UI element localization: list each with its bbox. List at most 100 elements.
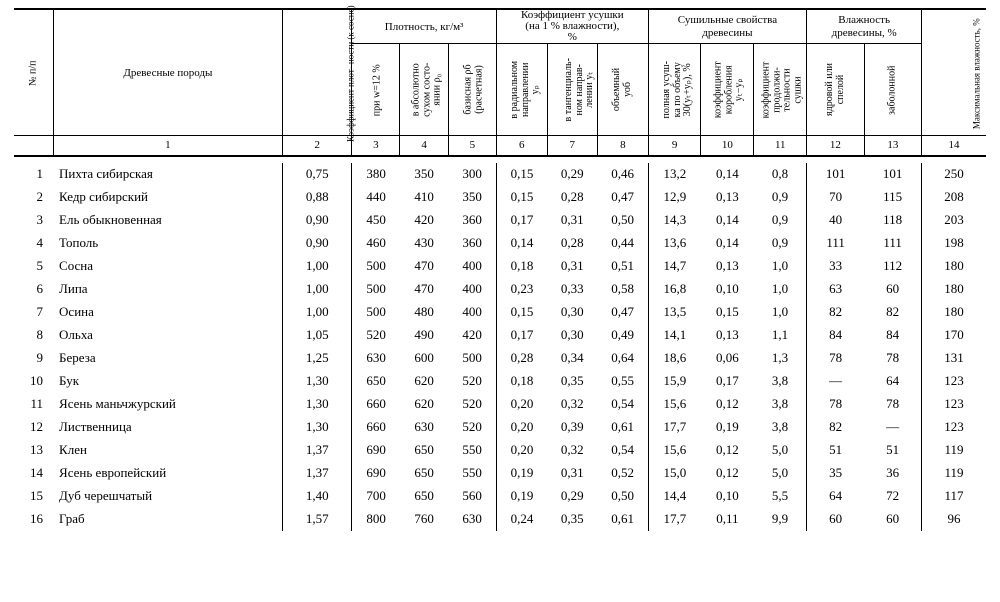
cell: 198 <box>922 232 986 255</box>
cell: 117 <box>922 485 986 508</box>
table-row: 8Ольха1,055204904200,170,300,4914,10,131… <box>14 324 986 347</box>
cell: 520 <box>448 416 496 439</box>
cell: 15,9 <box>648 370 701 393</box>
cell: 410 <box>400 186 448 209</box>
cell: 0,46 <box>598 163 649 186</box>
cell: 630 <box>400 416 448 439</box>
cell: 0,15 <box>496 163 547 186</box>
cell: 0,31 <box>547 255 598 278</box>
cell: 0,11 <box>701 508 754 531</box>
subhead-c4: в абсолютно сухом состо- янии ρ₀ <box>412 62 444 116</box>
cell: 60 <box>807 508 864 531</box>
cell: 203 <box>922 209 986 232</box>
table-row: 12Лиственница1,306606305200,200,390,6117… <box>14 416 986 439</box>
wood-species-name: Тополь <box>53 232 283 255</box>
cell: 72 <box>864 485 921 508</box>
cell: 13,6 <box>648 232 701 255</box>
cell: 350 <box>448 186 496 209</box>
cell: 5,0 <box>754 462 807 485</box>
row-index: 4 <box>14 232 53 255</box>
cell: 78 <box>864 393 921 416</box>
cell: 1,37 <box>283 439 352 462</box>
cell: 350 <box>400 163 448 186</box>
table-row: 3Ель обыкновенная0,904504203600,170,310,… <box>14 209 986 232</box>
cell: 0,32 <box>547 439 598 462</box>
cell: 450 <box>352 209 400 232</box>
cell: 0,9 <box>754 209 807 232</box>
wood-species-name: Кедр сибирский <box>53 186 283 209</box>
group-density: Плотность, кг/м³ <box>352 9 497 44</box>
cell: 0,50 <box>598 485 649 508</box>
cell: 0,13 <box>701 186 754 209</box>
table-row: 9Береза1,256306005000,280,340,6418,60,06… <box>14 347 986 370</box>
cell: 0,17 <box>496 209 547 232</box>
cell: 1,0 <box>754 278 807 301</box>
cell: 5,5 <box>754 485 807 508</box>
cell: 0,23 <box>496 278 547 301</box>
cell: 15,6 <box>648 439 701 462</box>
cell: 0,14 <box>701 163 754 186</box>
table-row: 2Кедр сибирский0,884404103500,150,280,47… <box>14 186 986 209</box>
cell: 36 <box>864 462 921 485</box>
cell: 0,64 <box>598 347 649 370</box>
cell: 0,20 <box>496 393 547 416</box>
row-index: 5 <box>14 255 53 278</box>
row-index: 14 <box>14 462 53 485</box>
table-row: 11Ясень маньчжурский1,306606205200,200,3… <box>14 393 986 416</box>
cell: 0,47 <box>598 301 649 324</box>
cell: 620 <box>400 393 448 416</box>
cell: 520 <box>448 370 496 393</box>
cell: 35 <box>807 462 864 485</box>
cell: 690 <box>352 462 400 485</box>
cell: 0,14 <box>701 232 754 255</box>
cell: 118 <box>864 209 921 232</box>
cell: 96 <box>922 508 986 531</box>
cell: 0,51 <box>598 255 649 278</box>
table-row: 13Клен1,376906505500,200,320,5415,60,125… <box>14 439 986 462</box>
cell: 0,30 <box>547 301 598 324</box>
group-drying: Сушильные свойства древесины <box>648 9 807 44</box>
cell: 15,6 <box>648 393 701 416</box>
cell: — <box>807 370 864 393</box>
cell: 0,19 <box>496 485 547 508</box>
cell: 0,50 <box>598 209 649 232</box>
col-max-moisture-header: Максимальная влажность, % <box>973 18 982 129</box>
cell: 13,5 <box>648 301 701 324</box>
cell: 180 <box>922 255 986 278</box>
cell: 1,05 <box>283 324 352 347</box>
cell: 1,25 <box>283 347 352 370</box>
cell: 0,28 <box>547 186 598 209</box>
cell: — <box>864 416 921 439</box>
cell: 700 <box>352 485 400 508</box>
cell: 14,3 <box>648 209 701 232</box>
cell: 78 <box>807 347 864 370</box>
row-index: 8 <box>14 324 53 347</box>
cell: 0,55 <box>598 370 649 393</box>
cell: 70 <box>807 186 864 209</box>
cell: 360 <box>448 209 496 232</box>
table-row: 14Ясень европейский1,376906505500,190,31… <box>14 462 986 485</box>
table-row: 7Осина1,005004804000,150,300,4713,50,151… <box>14 301 986 324</box>
cell: 3,8 <box>754 416 807 439</box>
cell: 660 <box>352 393 400 416</box>
cell: 78 <box>807 393 864 416</box>
cell: 400 <box>448 255 496 278</box>
cell: 430 <box>400 232 448 255</box>
cell: 1,30 <box>283 370 352 393</box>
cell: 360 <box>448 232 496 255</box>
cell: 0,12 <box>701 393 754 416</box>
cell: 1,00 <box>283 255 352 278</box>
cell: 560 <box>448 485 496 508</box>
cell: 0,20 <box>496 439 547 462</box>
cell: 0,13 <box>701 255 754 278</box>
cell: 500 <box>352 255 400 278</box>
cell: 119 <box>922 462 986 485</box>
cell: 0,75 <box>283 163 352 186</box>
cell: 0,18 <box>496 255 547 278</box>
cell: 0,35 <box>547 508 598 531</box>
cell: 0,54 <box>598 393 649 416</box>
wood-species-name: Ель обыкновенная <box>53 209 283 232</box>
cell: 0,28 <box>496 347 547 370</box>
cell: 3,8 <box>754 393 807 416</box>
cell: 1,3 <box>754 347 807 370</box>
